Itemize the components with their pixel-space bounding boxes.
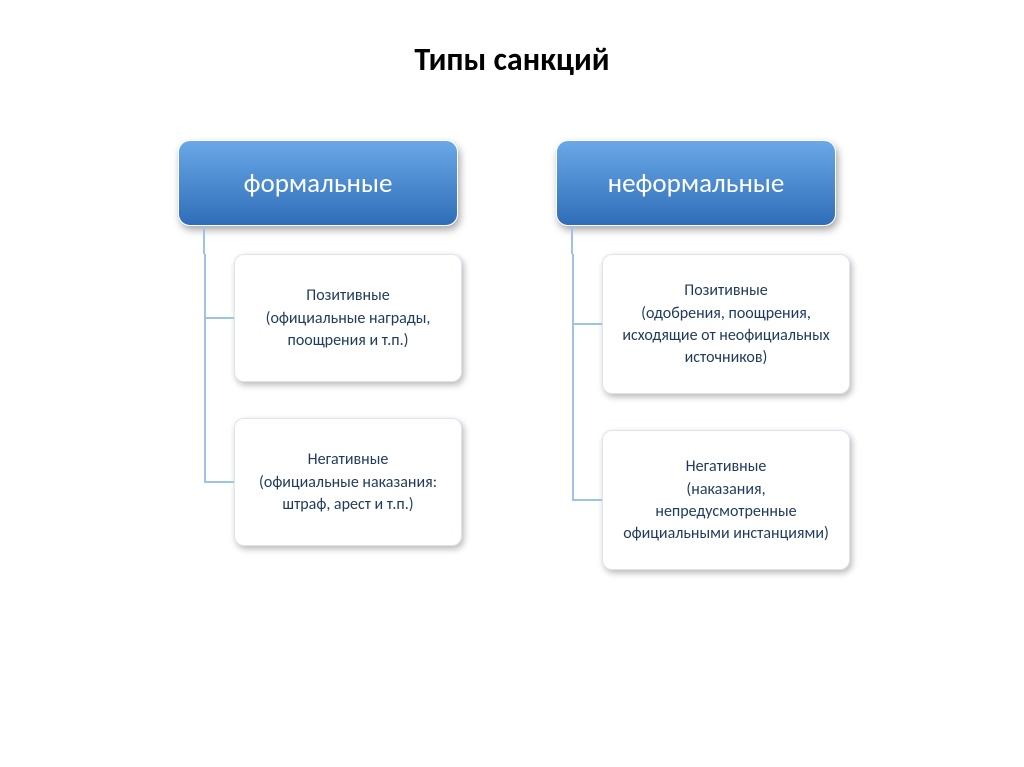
child-box-informal-positive: Позитивные(одобрения, поощрения, исходящ… — [602, 254, 850, 394]
child-title-formal-negative: Негативные — [308, 449, 389, 471]
child-desc-formal-positive: (официальные награды, поощрения и т.п.) — [249, 308, 447, 351]
elbow-line-formal-negative — [204, 481, 234, 483]
page: Типы санкций формальныеПозитивные(официа… — [0, 0, 1024, 767]
elbow-informal-negative — [572, 430, 602, 570]
child-box-formal-negative: Негативные(официальные наказания: штраф,… — [234, 418, 462, 546]
column-informal: неформальные Позитивные(одобрения, поощре… — [542, 140, 850, 570]
elbow-formal-positive — [204, 254, 234, 382]
elbow-line-informal-negative — [572, 499, 602, 501]
elbow-formal-negative — [204, 418, 234, 546]
children-formal: Позитивные(официальные награды, поощрени… — [174, 254, 462, 546]
diagram-columns: формальныеПозитивные(официальные награды… — [0, 140, 1024, 570]
child-title-formal-positive: Позитивные — [306, 285, 389, 307]
child-row-formal-positive: Позитивные(официальные награды, поощрени… — [174, 254, 462, 382]
child-row-formal-negative: Негативные(официальные наказания: штраф,… — [174, 418, 462, 546]
child-desc-formal-negative: (официальные наказания: штраф, арест и т… — [249, 472, 447, 515]
column-formal: формальные Позитивные(официальные награды… — [174, 140, 462, 570]
child-title-informal-negative: Негативные — [686, 456, 767, 478]
elbow-line-formal-positive — [204, 317, 234, 319]
connector-down-informal — [571, 226, 573, 254]
header-label-formal: формальные — [244, 167, 393, 200]
child-box-informal-negative: Негативные(наказания, непредусмотренные … — [602, 430, 850, 570]
child-box-formal-positive: Позитивные(официальные награды, поощрени… — [234, 254, 462, 382]
header-informal: неформальные — [556, 140, 836, 226]
elbow-informal-positive — [572, 254, 602, 394]
connector-down-formal — [203, 226, 205, 254]
child-title-informal-positive: Позитивные — [684, 280, 767, 302]
elbow-line-informal-positive — [572, 323, 602, 325]
child-desc-informal-negative: (наказания, непредусмотренные официальны… — [617, 479, 835, 544]
page-title: Типы санкций — [0, 40, 1024, 79]
child-row-informal-positive: Позитивные(одобрения, поощрения, исходящ… — [542, 254, 850, 394]
children-informal: Позитивные(одобрения, поощрения, исходящ… — [542, 254, 850, 570]
header-label-informal: неформальные — [608, 167, 785, 200]
header-formal: формальные — [178, 140, 458, 226]
child-desc-informal-positive: (одобрения, поощрения, исходящие от неоф… — [617, 303, 835, 368]
child-row-informal-negative: Негативные(наказания, непредусмотренные … — [542, 430, 850, 570]
